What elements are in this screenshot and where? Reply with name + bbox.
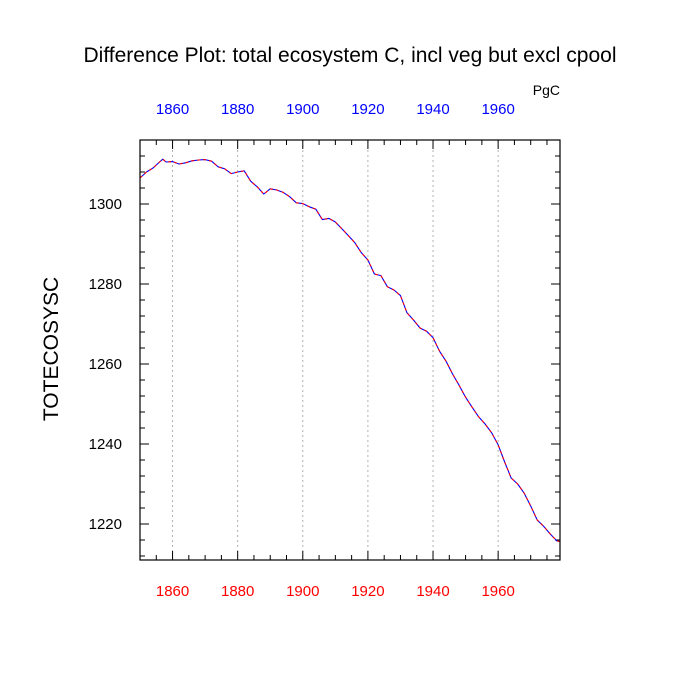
x-tick-label-top-4: 1940 (416, 101, 449, 118)
x-tick-label-top-0: 1860 (156, 101, 189, 118)
y-tick-label-2: 1260 (89, 356, 122, 373)
axis-ticks (140, 139, 560, 560)
tick-labels: 1860 1860 1880 1880 1900 1900 1920 1920 1940 1940… (89, 101, 515, 600)
x-tick-label-top-1: 1880 (221, 101, 254, 118)
x-tick-label-bottom-5: 1960 (481, 583, 514, 600)
x-tick-label-top-3: 1920 (351, 101, 384, 118)
x-tick-label-bottom-0: 1860 (156, 583, 189, 600)
x-tick-label-bottom-3: 1920 (351, 583, 384, 600)
chart-title: Difference Plot: total ecosystem C, incl… (83, 44, 616, 67)
y-tick-label-3: 1280 (89, 276, 122, 293)
y-axis-label: TOTECOSYSC (40, 277, 63, 421)
units-label: PgC (533, 82, 560, 98)
x-tick-label-bottom-1: 1880 (221, 583, 254, 600)
y-tick-label-4: 1300 (89, 196, 122, 213)
x-tick-label-top-2: 1900 (286, 101, 319, 118)
plot-frame (139, 139, 561, 561)
x-tick-label-bottom-4: 1940 (416, 583, 449, 600)
x-tick-label-bottom-2: 1900 (286, 583, 319, 600)
series-line-solid-0 (139, 158, 561, 543)
y-tick-label-0: 1220 (89, 516, 122, 533)
grid-lines (172, 140, 499, 560)
y-tick-label-1: 1240 (89, 436, 122, 453)
series-line-dashed-0 (139, 158, 561, 543)
series-layer (139, 158, 561, 543)
x-tick-label-top-5: 1960 (481, 101, 514, 118)
